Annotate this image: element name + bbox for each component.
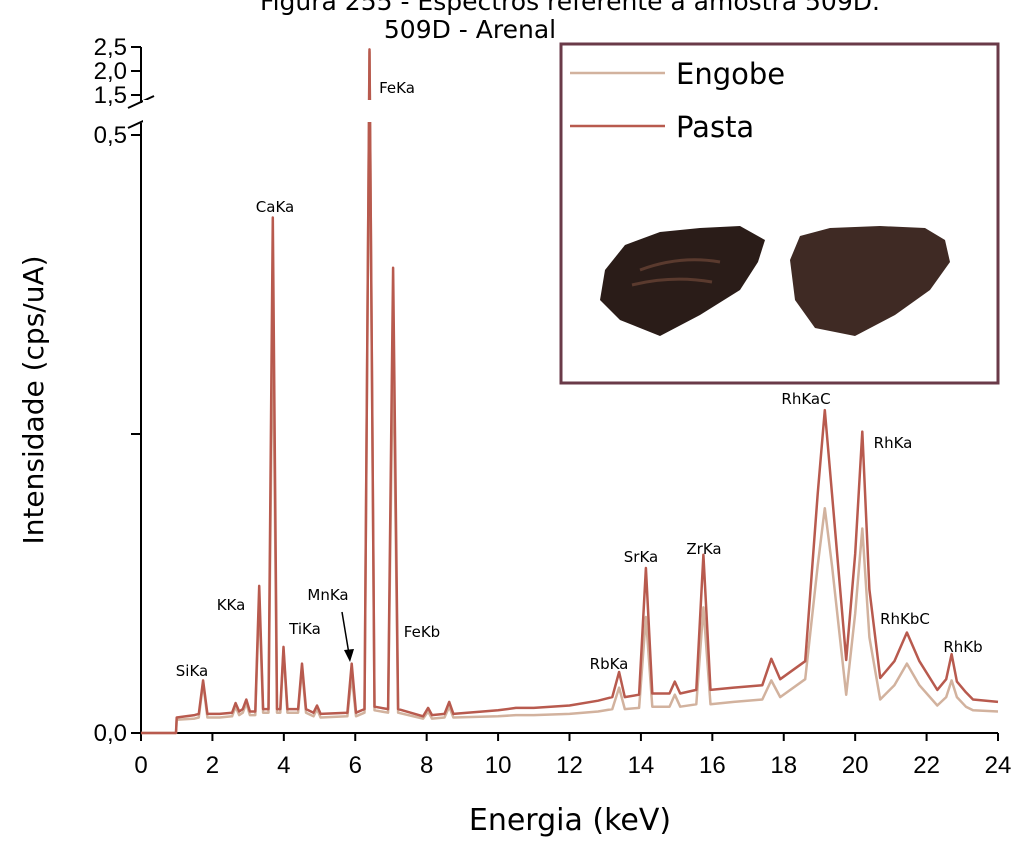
peak-label: ZrKa xyxy=(686,540,721,558)
peak-label: CaKa xyxy=(256,198,294,216)
y-axis-title: Intensidade (cps/uA) xyxy=(17,255,50,544)
inset-frame xyxy=(559,42,1000,385)
x-tick-label: 24 xyxy=(985,752,1012,779)
peak-label: RhKaC xyxy=(781,390,830,408)
photo-shard xyxy=(790,226,950,336)
legend: Engobe Pasta xyxy=(570,57,785,144)
peak-label: RhKb xyxy=(943,638,982,656)
peak-label: KKa xyxy=(217,596,246,614)
x-tick-label: 0 xyxy=(134,752,147,779)
series-line xyxy=(141,48,999,735)
peak-label: RhKa xyxy=(874,434,913,452)
legend-label: Pasta xyxy=(676,110,754,144)
x-tick-label: 18 xyxy=(770,752,797,779)
plot-area: 0 2 4 6 8 10 12 14 16 18 20 22 240,00,51,52,02,5SiKa… xyxy=(94,34,1012,779)
peak-label: FeKa xyxy=(379,79,415,97)
axis-break-gap xyxy=(143,100,543,122)
y-tick-label: 2,5 xyxy=(94,34,127,61)
x-tick-label: 2 xyxy=(206,752,219,779)
x-tick-label: 6 xyxy=(349,752,362,779)
photo-shard xyxy=(600,226,765,336)
x-tick-label: 12 xyxy=(556,752,583,779)
chart-subtitle: 509D - Arenal xyxy=(384,15,556,44)
x-axis-title: Energia (keV) xyxy=(469,803,671,838)
legend-label: Engobe xyxy=(676,57,785,91)
axis-break xyxy=(127,95,155,109)
peak-label: RbKa xyxy=(590,655,629,673)
photo-texture xyxy=(631,258,721,287)
chart-title: Figura 255 - Espectros referente a amost… xyxy=(260,0,880,16)
x-tick-label: 8 xyxy=(420,752,433,779)
x-tick-label: 4 xyxy=(277,752,290,779)
x-tick-label: 10 xyxy=(485,752,512,779)
peak-label: SrKa xyxy=(624,548,658,566)
annotation-arrowhead xyxy=(344,649,354,662)
peak-label: TiKa xyxy=(288,620,321,638)
x-tick-label: 22 xyxy=(913,752,940,779)
peak-label: MnKa xyxy=(307,586,348,604)
x-tick-label: 16 xyxy=(699,752,726,779)
y-tick-label: 0,0 xyxy=(94,720,127,747)
y-tick-label: 1,5 xyxy=(94,82,127,109)
y-tick-label: 2,0 xyxy=(94,58,127,85)
peak-label: SiKa xyxy=(176,662,208,680)
annotation-arrow xyxy=(341,611,350,655)
peak-label: RhKbC xyxy=(880,610,930,628)
inset: Engobe Pasta xyxy=(559,42,1000,385)
peak-label: FeKb xyxy=(404,623,440,641)
x-tick-label: 14 xyxy=(628,752,655,779)
series-line xyxy=(141,50,999,735)
x-tick-label: 20 xyxy=(842,752,869,779)
y-tick-label: 0,5 xyxy=(94,122,127,149)
